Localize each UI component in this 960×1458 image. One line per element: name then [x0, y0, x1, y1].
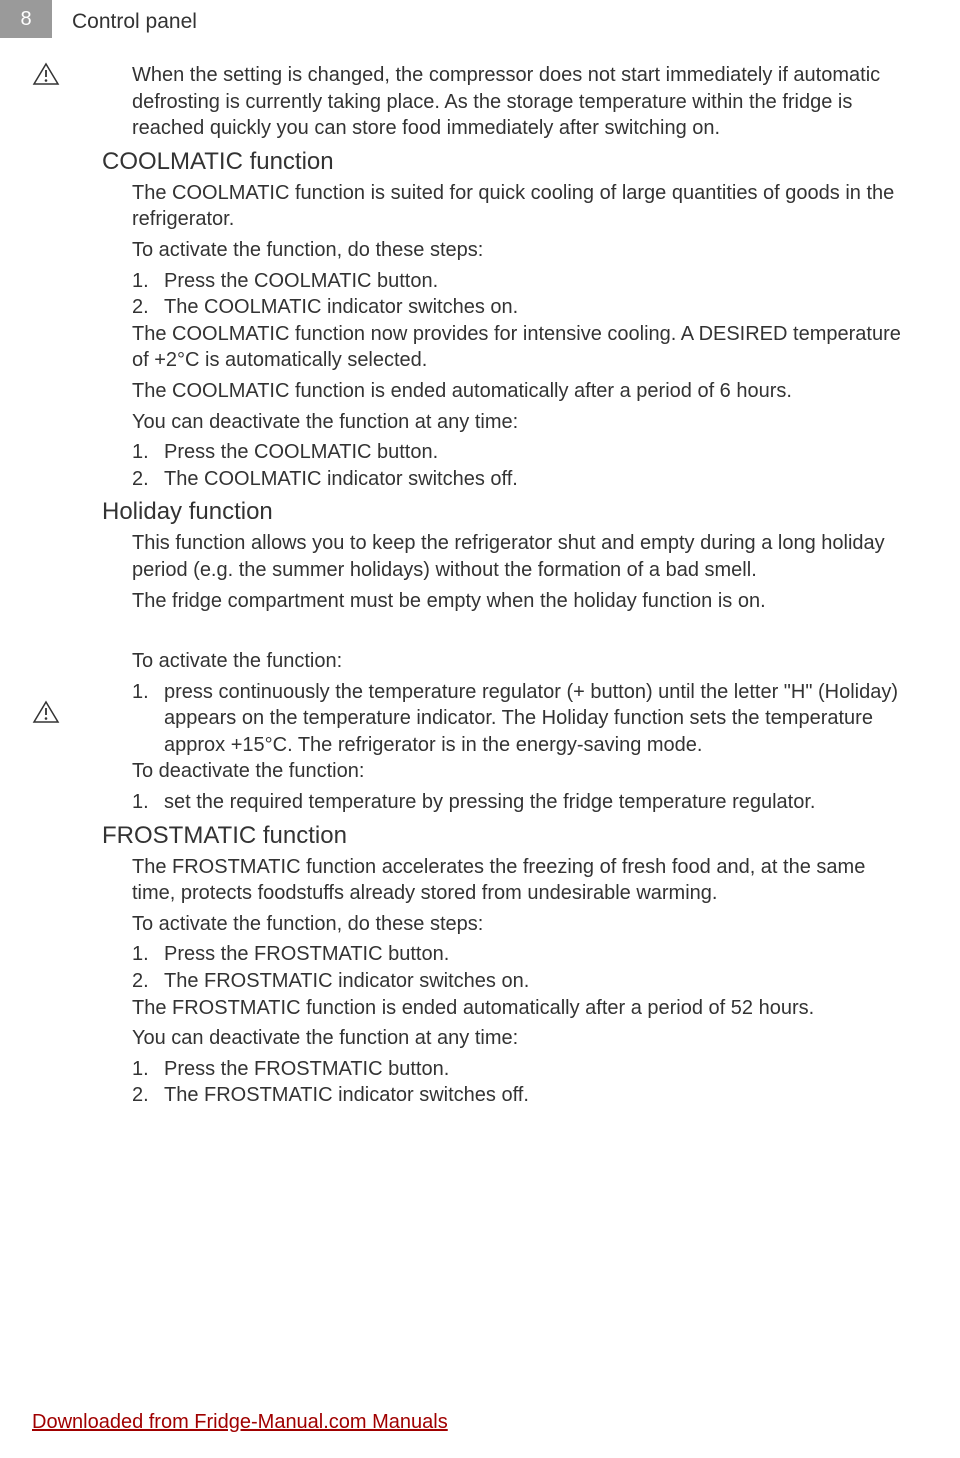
holiday-p2: The fridge compartment must be empty whe… [132, 588, 904, 615]
list-text: press continuously the temperature regul… [164, 679, 904, 759]
page-header: 8 Control panel [0, 0, 960, 38]
footer-link[interactable]: Downloaded from Fridge-Manual.com Manual… [32, 1411, 448, 1434]
frostmatic-p1: The FROSTMATIC function accelerates the … [132, 854, 904, 907]
list-num: 1. [132, 268, 164, 295]
list-item: 2. The FROSTMATIC indicator switches off… [132, 1082, 904, 1109]
header-title: Control panel [52, 4, 197, 34]
coolmatic-heading: COOLMATIC function [70, 148, 904, 176]
list-item: 1. Press the COOLMATIC button. [132, 268, 904, 295]
content-body: When the setting is changed, the compres… [0, 62, 960, 1109]
list-num: 1. [132, 679, 164, 759]
holiday-steps-off: 1. set the required temperature by press… [132, 789, 904, 816]
coolmatic-p3: The COOLMATIC function now provides for … [132, 321, 904, 374]
list-text: Press the FROSTMATIC button. [164, 1056, 904, 1083]
frostmatic-p2: To activate the function, do these steps… [132, 911, 904, 938]
frostmatic-steps-on: 1. Press the FROSTMATIC button. 2. The F… [132, 941, 904, 994]
holiday-p3: To activate the function: [132, 648, 904, 675]
frostmatic-p4: You can deactivate the function at any t… [132, 1025, 904, 1052]
coolmatic-steps-off: 1. Press the COOLMATIC button. 2. The CO… [132, 439, 904, 492]
holiday-p1: This function allows you to keep the ref… [132, 530, 904, 583]
frostmatic-steps-off: 1. Press the FROSTMATIC button. 2. The F… [132, 1056, 904, 1109]
list-text: The FROSTMATIC indicator switches on. [164, 968, 904, 995]
list-num: 1. [132, 1056, 164, 1083]
coolmatic-p1: The COOLMATIC function is suited for qui… [132, 180, 904, 233]
warning-icon [32, 62, 60, 86]
coolmatic-p5: You can deactivate the function at any t… [132, 409, 904, 436]
frostmatic-p3: The FROSTMATIC function is ended automat… [132, 995, 904, 1022]
coolmatic-p2: To activate the function, do these steps… [132, 237, 904, 264]
list-num: 1. [132, 439, 164, 466]
holiday-p4: To deactivate the function: [132, 758, 904, 785]
list-item: 2. The COOLMATIC indicator switches on. [132, 294, 904, 321]
list-num: 1. [132, 789, 164, 816]
intro-paragraph: When the setting is changed, the compres… [132, 62, 904, 142]
list-item: 1. Press the FROSTMATIC button. [132, 1056, 904, 1083]
list-text: set the required temperature by pressing… [164, 789, 904, 816]
list-item: 1. set the required temperature by press… [132, 789, 904, 816]
list-text: The COOLMATIC indicator switches on. [164, 294, 904, 321]
warning-icon [32, 700, 60, 724]
coolmatic-steps-on: 1. Press the COOLMATIC button. 2. The CO… [132, 268, 904, 321]
holiday-steps-on: 1. press continuously the temperature re… [132, 679, 904, 759]
list-text: Press the COOLMATIC button. [164, 439, 904, 466]
list-text: Press the FROSTMATIC button. [164, 941, 904, 968]
list-item: 1. Press the COOLMATIC button. [132, 439, 904, 466]
list-item: 2. The COOLMATIC indicator switches off. [132, 466, 904, 493]
frostmatic-heading: FROSTMATIC function [70, 822, 904, 850]
list-item: 1. press continuously the temperature re… [132, 679, 904, 759]
page-number-box: 8 [0, 0, 52, 38]
list-num: 2. [132, 294, 164, 321]
list-text: The FROSTMATIC indicator switches off. [164, 1082, 904, 1109]
list-item: 1. Press the FROSTMATIC button. [132, 941, 904, 968]
list-item: 2. The FROSTMATIC indicator switches on. [132, 968, 904, 995]
list-num: 2. [132, 466, 164, 493]
list-text: The COOLMATIC indicator switches off. [164, 466, 904, 493]
list-num: 2. [132, 1082, 164, 1109]
holiday-heading: Holiday function [70, 498, 904, 526]
coolmatic-p4: The COOLMATIC function is ended automati… [132, 378, 904, 405]
list-num: 2. [132, 968, 164, 995]
list-text: Press the COOLMATIC button. [164, 268, 904, 295]
page-number: 8 [20, 8, 31, 31]
list-num: 1. [132, 941, 164, 968]
